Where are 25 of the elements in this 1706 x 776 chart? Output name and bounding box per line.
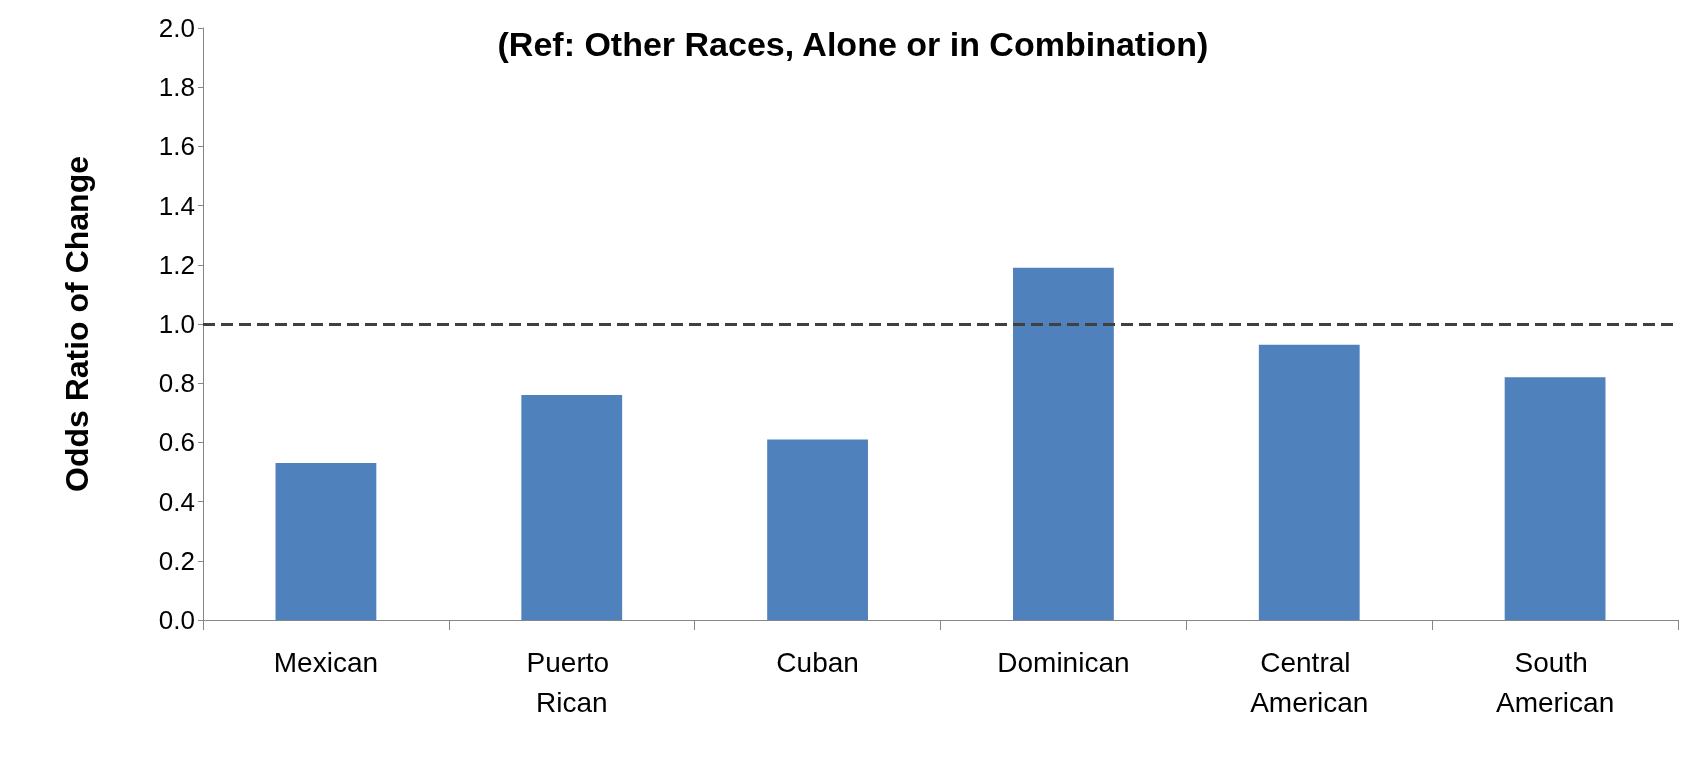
y-tick-label: 1.4 — [158, 190, 195, 221]
x-tick-label: South American — [1495, 646, 1615, 718]
bar — [275, 463, 377, 620]
bar — [767, 439, 868, 620]
chart-title: (Ref: Other Races, Alone or in Combination) — [497, 25, 1209, 63]
x-tick-label: Mexican — [273, 646, 379, 678]
y-tick-label: 1.6 — [158, 131, 195, 162]
y-tick-label: 1.0 — [158, 309, 195, 339]
y-tick-label: 1.8 — [158, 72, 195, 103]
x-tick-label: Puerto Rican — [526, 646, 617, 718]
y-tick-label: 0.2 — [158, 545, 195, 576]
y-tick-label: 0.4 — [158, 486, 195, 517]
x-tick-label: Dominican — [997, 646, 1130, 678]
y-axis-title: Odds Ratio of Change — [59, 156, 95, 492]
x-tick-label: Cuban — [776, 646, 859, 678]
x-tick-label: Central American — [1250, 646, 1369, 718]
y-tick-label: 0.6 — [158, 427, 195, 458]
bar — [1013, 267, 1114, 620]
y-tick-label: 0.8 — [158, 368, 195, 399]
y-tick-label: 1.2 — [158, 249, 195, 280]
bar — [1504, 377, 1606, 620]
bar — [521, 395, 623, 620]
y-tick-label: 2.0 — [158, 13, 195, 43]
y-tick-label: 0.0 — [158, 605, 195, 635]
bar — [1258, 344, 1360, 620]
